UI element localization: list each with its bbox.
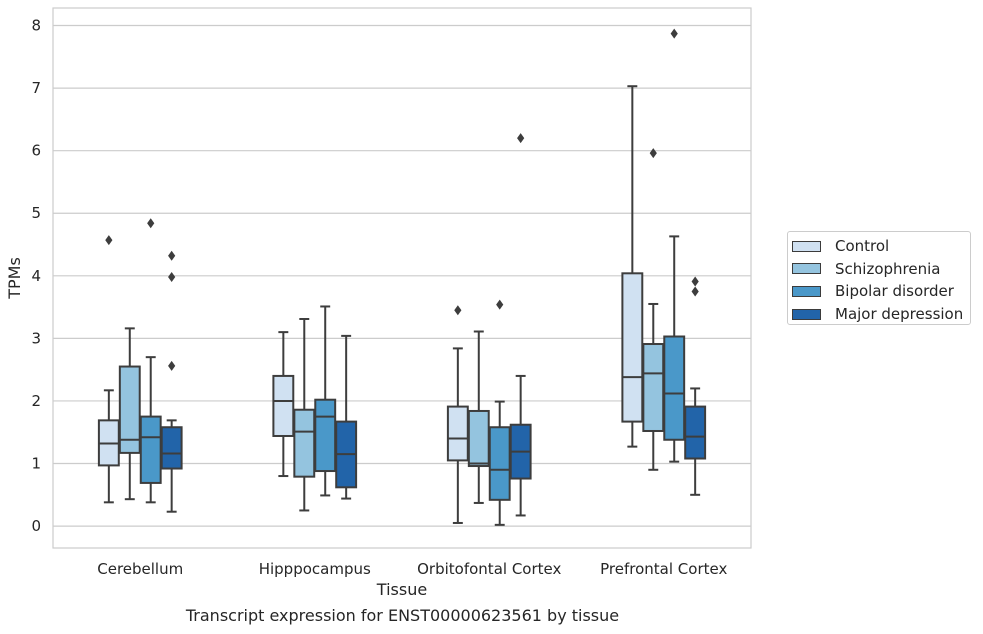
box-iqr — [467, 409, 490, 468]
outlier-point — [691, 286, 699, 297]
box-iqr — [663, 335, 686, 441]
legend-label-control: Control — [835, 237, 890, 256]
outlier-point — [168, 272, 176, 283]
outlier-point — [147, 218, 155, 229]
box-bipolar-disorder — [139, 218, 162, 504]
y-axis-label: TPMs — [5, 257, 24, 300]
box-schizophrenia — [293, 317, 316, 512]
box-iqr — [314, 398, 337, 473]
outlier-point — [454, 305, 462, 316]
x-tick-label: Orbitofontal Cortex — [417, 560, 561, 578]
y-tick-label: 8 — [31, 17, 41, 35]
box-iqr — [446, 405, 469, 462]
outlier-point — [168, 360, 176, 371]
x-tick-label: Cerebellum — [97, 560, 183, 578]
legend-label-schizophrenia: Schizophrenia — [835, 259, 941, 278]
y-tick-label: 2 — [31, 392, 41, 410]
box-control — [272, 331, 295, 478]
box-major-depression — [160, 250, 183, 513]
box-iqr — [642, 343, 665, 432]
box-bipolar-disorder — [663, 28, 686, 463]
plot-frame — [52, 7, 752, 549]
outlier-point — [105, 235, 113, 246]
box-schizophrenia — [467, 330, 490, 504]
y-tick-label: 6 — [31, 142, 41, 160]
legend: Control Schizophrenia Bipolar disorder M… — [787, 231, 971, 325]
box-plot-series — [97, 28, 707, 526]
y-tick-label: 0 — [31, 517, 41, 535]
box-control — [621, 85, 644, 448]
box-bipolar-disorder — [314, 305, 337, 497]
y-tick-label: 3 — [31, 329, 41, 347]
box-iqr — [684, 405, 707, 460]
legend-swatch-control — [792, 240, 821, 252]
chart-caption: Transcript expression for ENST0000062356… — [185, 606, 620, 625]
y-tick-label: 4 — [31, 267, 41, 285]
box-iqr — [272, 374, 295, 437]
x-tick-label: Prefrontal Cortex — [600, 560, 727, 578]
box-iqr — [621, 272, 644, 423]
box-iqr — [293, 408, 316, 478]
box-major-depression — [684, 276, 707, 496]
legend-swatch-schizophrenia — [792, 263, 821, 275]
box-major-depression — [335, 334, 358, 500]
legend-item-bipolar-disorder: Bipolar disorder — [792, 280, 970, 303]
outlier-point — [496, 299, 504, 310]
legend-item-schizophrenia: Schizophrenia — [792, 258, 970, 281]
legend-label-bipolar-disorder: Bipolar disorder — [835, 282, 954, 301]
legend-item-major-depression: Major depression — [792, 303, 970, 326]
box-iqr — [488, 426, 511, 501]
y-tick-label: 5 — [31, 204, 41, 222]
outlier-point — [168, 250, 176, 261]
box-iqr — [118, 365, 141, 454]
x-axis-label: Tissue — [376, 580, 427, 599]
box-iqr — [139, 415, 162, 484]
box-schizophrenia — [118, 327, 141, 501]
outlier-point — [691, 276, 699, 287]
box-control — [97, 235, 120, 504]
outlier-point — [670, 28, 678, 39]
y-tick-label: 7 — [31, 79, 41, 97]
legend-swatch-major-depression — [792, 308, 821, 320]
legend-label-major-depression: Major depression — [835, 305, 964, 324]
y-tick-label: 1 — [31, 455, 41, 473]
box-control — [446, 305, 469, 524]
outlier-point — [517, 133, 525, 144]
box-bipolar-disorder — [488, 299, 511, 526]
x-tick-label: Hipppocampus — [259, 560, 371, 578]
legend-item-control: Control — [792, 235, 970, 258]
box-schizophrenia — [642, 148, 665, 471]
legend-swatch-bipolar-disorder — [792, 285, 821, 297]
x-tick-labels: Cerebellum Hipppocampus Orbitofontal Corte… — [97, 560, 727, 578]
box-iqr — [160, 426, 183, 470]
y-tick-labels: 0 1 2 3 4 5 6 7 8 — [31, 17, 41, 536]
box-major-depression — [509, 133, 532, 517]
outlier-point — [649, 148, 657, 159]
